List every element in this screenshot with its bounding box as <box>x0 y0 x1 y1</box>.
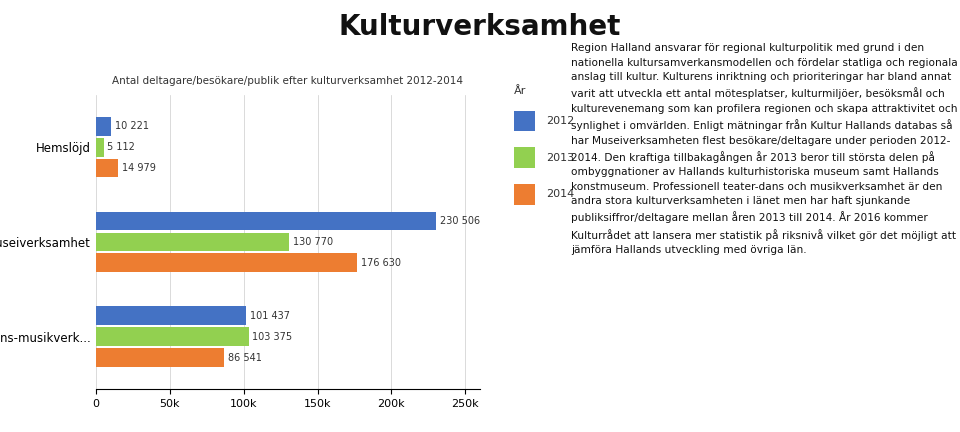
Bar <box>96 327 249 346</box>
Text: 230 506: 230 506 <box>440 216 480 226</box>
Text: 5 112: 5 112 <box>108 142 135 152</box>
Bar <box>96 232 289 251</box>
Text: 10 221: 10 221 <box>115 121 149 131</box>
Text: 101 437: 101 437 <box>250 311 290 321</box>
Text: År: År <box>514 86 526 96</box>
Bar <box>96 117 111 136</box>
Bar <box>96 254 357 272</box>
Text: 176 630: 176 630 <box>361 258 400 268</box>
Text: 130 770: 130 770 <box>293 237 333 247</box>
Text: 14 979: 14 979 <box>122 163 156 173</box>
Bar <box>96 212 437 230</box>
Text: 86 541: 86 541 <box>228 353 261 362</box>
Bar <box>96 348 224 367</box>
Bar <box>96 159 118 178</box>
Text: 2012: 2012 <box>546 116 574 126</box>
Text: Region Halland ansvarar för regional kulturpolitik med grund i den
nationella ku: Region Halland ansvarar för regional kul… <box>571 43 958 255</box>
Bar <box>96 306 246 325</box>
Text: 2014: 2014 <box>546 189 574 200</box>
Title: Antal deltagare/besökare/publik efter kulturverksamhet 2012-2014: Antal deltagare/besökare/publik efter ku… <box>112 76 464 86</box>
Bar <box>96 138 104 156</box>
Text: 103 375: 103 375 <box>252 332 293 342</box>
Text: 2013: 2013 <box>546 152 574 163</box>
Text: Kulturverksamhet: Kulturverksamhet <box>339 13 621 41</box>
